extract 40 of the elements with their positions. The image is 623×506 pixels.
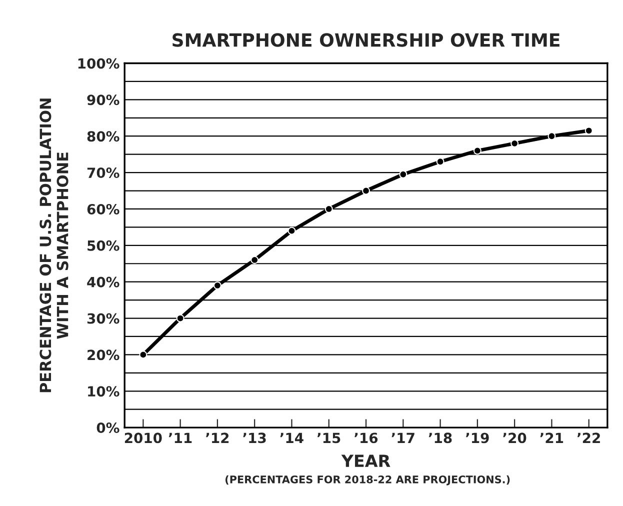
point	[362, 186, 370, 195]
y-tick-label: 90%	[87, 94, 120, 106]
y-tick-label: 0%	[96, 422, 120, 434]
point	[250, 256, 259, 264]
y-tick-label: 20%	[88, 350, 120, 360]
x-tick-label: ’21	[540, 432, 564, 443]
x-axis-title: YEAR	[341, 454, 390, 467]
y-tick-label: 70%	[87, 168, 120, 178]
point	[324, 204, 333, 213]
x-tick-label: ’13	[243, 432, 266, 444]
point	[213, 281, 222, 290]
y-tick-label: 10%	[88, 386, 120, 397]
point	[584, 126, 593, 135]
point	[436, 158, 444, 166]
y-tick-label: 40%	[87, 276, 120, 288]
y-tick-label: 80%	[87, 131, 120, 142]
x-tick-label: ’17	[392, 432, 414, 443]
x-tick-label: ’20	[503, 432, 526, 444]
chart-title: SMARTPHONE OWNERSHIP OVER TIME	[172, 33, 560, 47]
y-axis-title: PERCENTAGE OF U.S. POPULATION WITH A SMARTPHONE	[40, 98, 68, 392]
y-tick-label: 50%	[88, 240, 120, 251]
x-tick-label: ’19	[466, 432, 489, 444]
point	[288, 226, 296, 235]
y-tick-label: 100%	[78, 58, 120, 69]
x-tick-label: ’14	[280, 432, 304, 443]
x-tick-label: ’18	[428, 432, 452, 444]
x-tick-label: ’12	[206, 432, 229, 443]
y-tick-label: 30%	[87, 313, 120, 324]
x-tick-label: ’22	[577, 432, 600, 443]
point	[139, 350, 148, 359]
x-tick-label: ’16	[354, 432, 378, 444]
x-tick-label: ’15	[317, 432, 340, 444]
point	[176, 314, 184, 322]
text: (PERCENTAGES FOR 2018-22 ARE PROJECTIONS.)	[225, 475, 510, 486]
point	[473, 146, 482, 155]
point	[399, 170, 408, 178]
point	[548, 132, 556, 140]
y-tick-label: 60%	[87, 204, 120, 214]
x-tick-label: ’11	[168, 432, 192, 443]
x-tick-label: 2010	[124, 432, 162, 444]
